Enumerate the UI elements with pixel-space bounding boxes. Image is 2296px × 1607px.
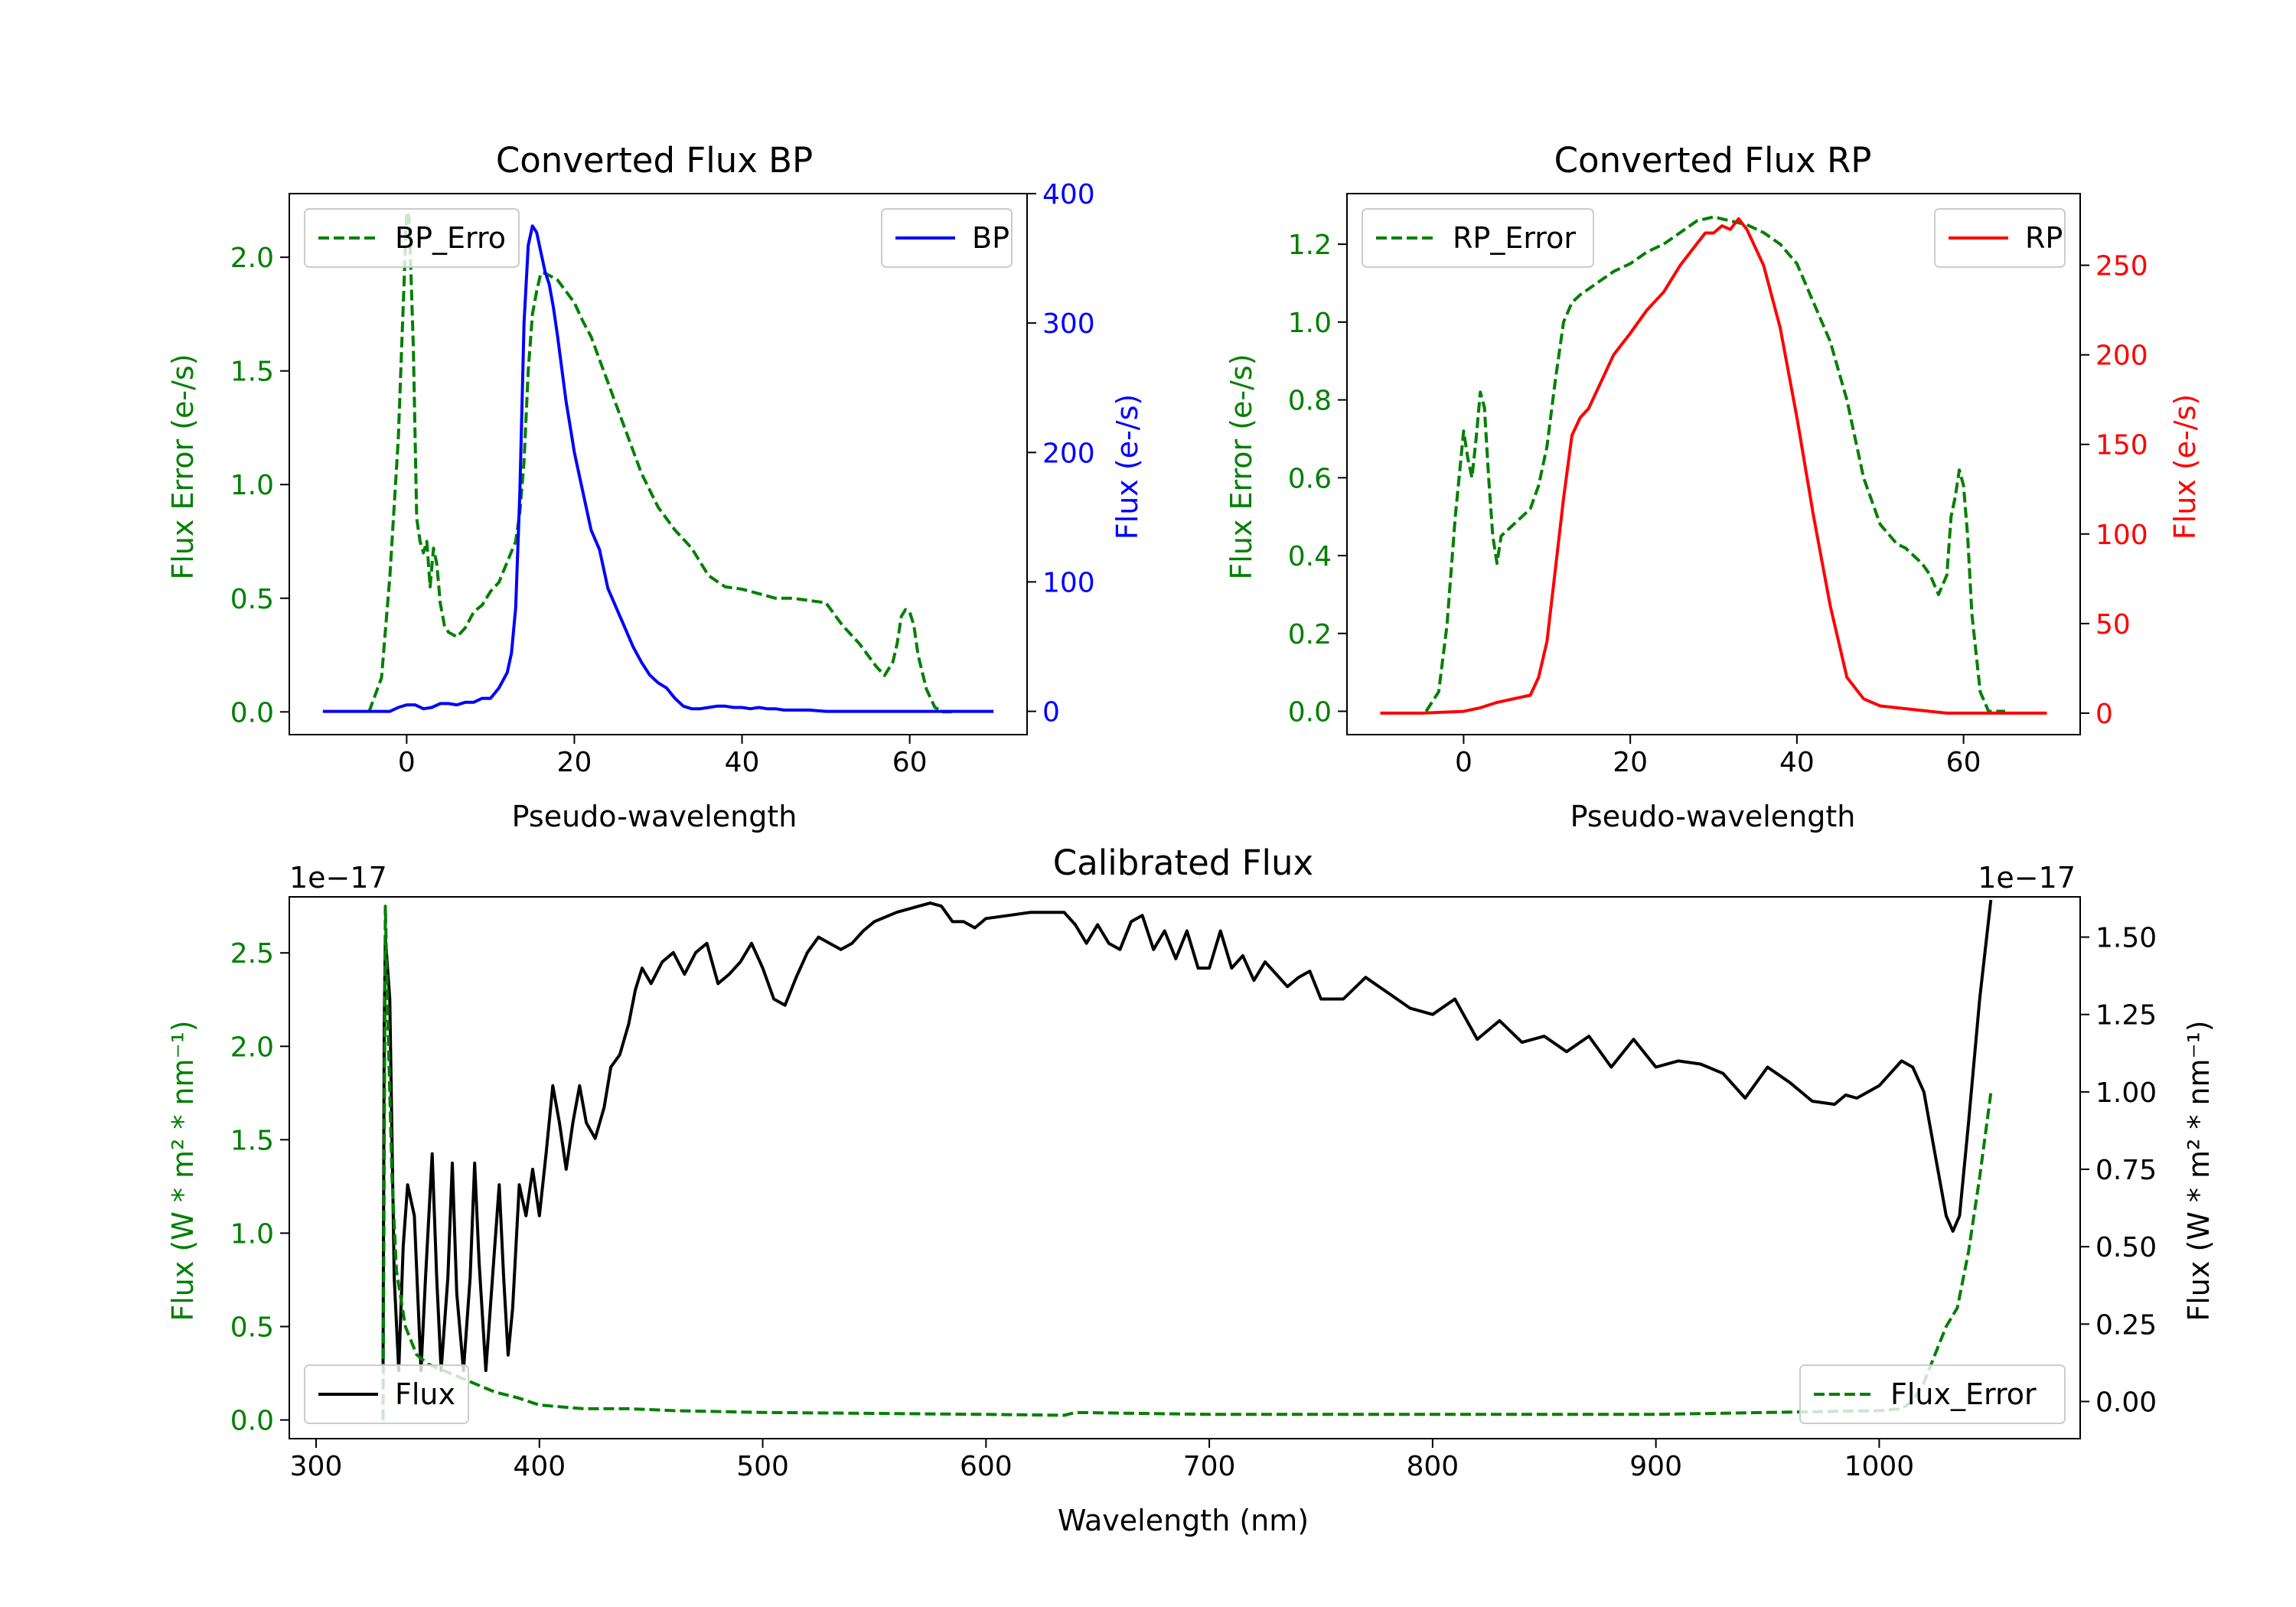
chart-rp: Converted Flux RP 0 20 40 60 0.0 0.2 0.4 0.6 0.8… — [1225, 140, 2202, 833]
bp-series-bp-error — [367, 210, 952, 714]
bp-axes-frame — [289, 193, 1028, 735]
rp-legend-right-label: RP — [2025, 221, 2063, 255]
bp-y-left-tick-label: 0.0 — [230, 697, 274, 729]
rp-x-tick-label: 60 — [1946, 747, 1981, 778]
bp-x-tick-label: 0 — [398, 747, 416, 778]
bp-legend-left-label: BP_Erro — [395, 221, 506, 255]
rp-y-left-tick-label: 0.8 — [1288, 386, 1332, 417]
chart-rp-xlabel: Pseudo-wavelength — [1570, 800, 1856, 833]
rp-legend-left-label: RP_Error — [1453, 221, 1576, 255]
cal-y-right-tick-label: 0.75 — [2095, 1155, 2157, 1186]
rp-series-rp-error — [1424, 215, 2005, 713]
chart-bp: Converted Flux BP 0 20 40 60 0.0 0.5 1.0 1.5 2.0… — [166, 140, 1144, 833]
rp-y-left-tick-label: 0.2 — [1288, 619, 1332, 650]
chart-bp-plot-area: 0 20 40 60 0.0 0.5 1.0 1.5 2.0 0 100 200 300 400 BP_Er… — [230, 179, 1095, 778]
bp-x-tick-label: 60 — [892, 747, 928, 778]
bp-x-tick-label: 40 — [725, 747, 760, 778]
cal-legend-right-box — [1799, 1364, 2066, 1424]
chart-calibrated-plot-area: 300 400 500 600 700 800 900 1000 0.0 0.5 1.0 1.5 2.0… — [230, 896, 2157, 1482]
bp-y-left-tick-label: 2.0 — [230, 243, 274, 274]
cal-legend-right-label: Flux_Error — [1890, 1377, 2037, 1411]
cal-y-left-tick-label: 2.5 — [230, 938, 274, 970]
rp-legend-left-box — [1362, 208, 1594, 268]
rp-y-left-tick-label: 0.6 — [1288, 463, 1332, 494]
chart-bp-xlabel: Pseudo-wavelength — [512, 800, 797, 833]
bp-y-left-tick-label: 1.0 — [230, 470, 274, 501]
rp-y-right-tick-label: 0 — [2095, 699, 2113, 730]
rp-series-rp — [1380, 217, 2047, 715]
chart-calibrated-offset-right: 1e−17 — [1978, 861, 2076, 895]
cal-x-tick-label: 900 — [1629, 1451, 1682, 1482]
cal-series-flux — [381, 899, 1993, 1372]
cal-legend-left-label: Flux — [395, 1377, 455, 1411]
cal-x-tick-label: 600 — [960, 1451, 1013, 1482]
chart-bp-ylabel-left: Flux Error (e-/s) — [166, 354, 200, 579]
rp-axes-frame — [1346, 193, 2081, 735]
chart-rp-ylabel-left: Flux Error (e-/s) — [1225, 354, 1258, 579]
chart-calibrated-title: Calibrated Flux — [1053, 843, 1313, 883]
chart-rp-ylabel-right: Flux (e-/s) — [2168, 394, 2202, 539]
cal-x-tick-label: 700 — [1183, 1451, 1236, 1482]
bp-y-left-tick-label: 1.5 — [230, 357, 274, 388]
bp-y-right-tick-label: 300 — [1042, 308, 1095, 340]
cal-y-left-tick-label: 0.0 — [230, 1406, 274, 1437]
rp-y-right-tick-label: 150 — [2095, 430, 2148, 461]
cal-y-right-tick-label: 0.50 — [2095, 1232, 2157, 1263]
rp-x-tick-label: 20 — [1613, 747, 1648, 778]
cal-y-right-tick-label: 1.50 — [2095, 923, 2157, 954]
chart-calibrated-ylabel-left: Flux (W * m² * nm⁻¹) — [166, 1020, 200, 1321]
bp-y-right-tick-label: 100 — [1042, 567, 1095, 598]
cal-y-right-tick-label: 1.25 — [2095, 1000, 2157, 1032]
cal-legend-left-box — [304, 1364, 469, 1424]
cal-y-right-tick-label: 1.00 — [2095, 1077, 2157, 1109]
cal-y-right-tick-label: 0.25 — [2095, 1309, 2157, 1341]
chart-rp-title: Converted Flux RP — [1554, 140, 1872, 181]
bp-y-right-tick-label: 200 — [1042, 438, 1095, 469]
cal-axes-frame — [289, 896, 2081, 1439]
bp-y-right-tick-label: 0 — [1042, 697, 1060, 729]
cal-y-right-tick-label: 0.00 — [2095, 1387, 2157, 1418]
chart-bp-title: Converted Flux BP — [496, 140, 813, 181]
bp-y-right-tick-label: 400 — [1042, 179, 1095, 210]
cal-x-tick-label: 300 — [290, 1451, 343, 1482]
cal-series-flux-error — [381, 905, 1993, 1420]
bp-series-bp — [322, 224, 994, 713]
bp-legend-left-box — [304, 208, 520, 268]
cal-y-left-tick-label: 1.5 — [230, 1125, 274, 1156]
rp-y-left-tick-label: 1.2 — [1288, 230, 1332, 261]
rp-y-left-tick-label: 0.4 — [1288, 541, 1332, 572]
rp-x-tick-label: 0 — [1455, 747, 1473, 778]
cal-y-left-tick-label: 1.0 — [230, 1218, 274, 1250]
bp-legend-right-label: BP — [972, 221, 1009, 255]
rp-y-right-tick-label: 50 — [2095, 609, 2131, 641]
cal-x-tick-label: 400 — [513, 1451, 566, 1482]
cal-x-tick-label: 1000 — [1844, 1451, 1915, 1482]
cal-x-tick-label: 800 — [1407, 1451, 1459, 1482]
chart-calibrated: Calibrated Flux 300 400 500 600 700 800 900 100… — [166, 843, 2216, 1537]
rp-y-right-tick-label: 250 — [2095, 251, 2148, 282]
cal-y-left-tick-label: 2.0 — [230, 1032, 274, 1063]
cal-x-tick-label: 500 — [736, 1451, 789, 1482]
rp-y-left-tick-label: 1.0 — [1288, 308, 1332, 339]
rp-y-left-tick-label: 0.0 — [1288, 696, 1332, 728]
chart-rp-plot-area: 0 20 40 60 0.0 0.2 0.4 0.6 0.8 1.0 1.2 0 50 100 150 200… — [1288, 193, 2148, 778]
bp-x-tick-label: 20 — [557, 747, 592, 778]
chart-calibrated-offset-left: 1e−17 — [289, 861, 387, 895]
rp-y-right-tick-label: 100 — [2095, 520, 2148, 551]
cal-y-left-tick-label: 0.5 — [230, 1312, 274, 1344]
bp-y-left-tick-label: 0.5 — [230, 584, 274, 615]
chart-bp-ylabel-right: Flux (e-/s) — [1110, 394, 1144, 539]
chart-calibrated-xlabel: Wavelength (nm) — [1058, 1504, 1309, 1537]
rp-x-tick-label: 40 — [1779, 747, 1815, 778]
rp-y-right-tick-label: 200 — [2095, 341, 2148, 372]
chart-calibrated-ylabel-right: Flux (W * m² * nm⁻¹) — [2182, 1020, 2216, 1321]
